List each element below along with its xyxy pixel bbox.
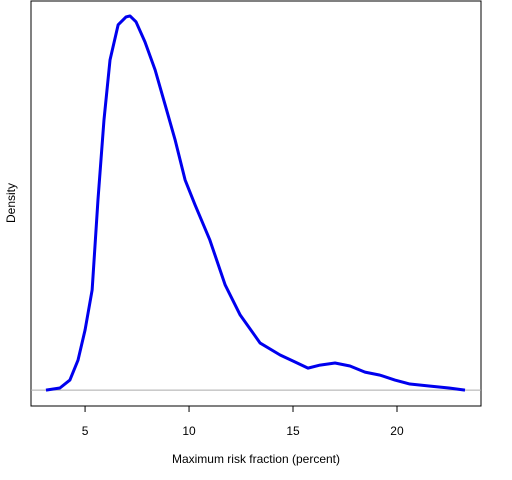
y-axis-label: Density (4, 183, 18, 223)
density-line (45, 14, 466, 392)
plot-box (30, 0, 482, 407)
x-tick-label: 15 (286, 424, 300, 438)
x-tick-label: 20 (390, 424, 404, 438)
x-axis-label: Maximum risk fraction (percent) (172, 452, 340, 466)
x-tick-label: 5 (82, 424, 89, 438)
x-tick-label: 10 (182, 424, 196, 438)
